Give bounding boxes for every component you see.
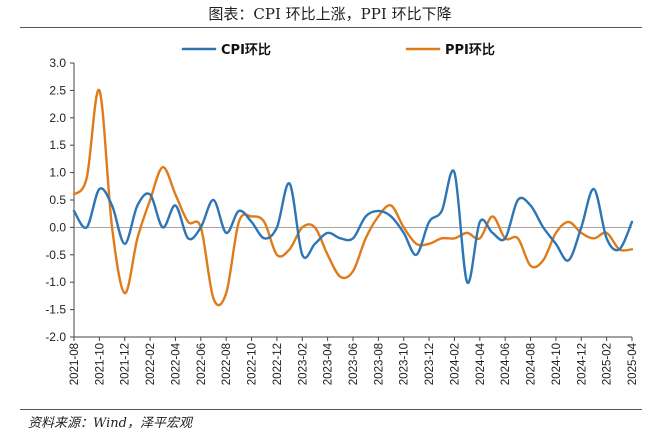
x-tick-label: 2024-06 <box>500 343 512 385</box>
y-tick-label: -1.5 <box>45 303 66 317</box>
chart-legend: CPI环比 PPI环比 <box>181 42 495 58</box>
y-tick-label: 0.5 <box>49 193 66 207</box>
x-tick-label: 2024-04 <box>475 342 487 385</box>
x-tick-label: 2023-06 <box>348 343 360 385</box>
ppi-series-line <box>72 88 634 307</box>
y-tick-label: -0.5 <box>45 248 66 262</box>
y-tick-label: 0.0 <box>49 220 66 234</box>
x-tick-label: 2022-04 <box>170 342 182 385</box>
x-tick-label: 2021-08 <box>69 343 81 385</box>
x-tick-label: 2023-10 <box>399 343 411 385</box>
cpi-series-line <box>72 169 634 284</box>
x-tick-label: 2024-10 <box>551 343 563 385</box>
x-tick-label: 2023-02 <box>297 343 309 385</box>
x-tick-label: 2021-10 <box>94 343 106 385</box>
y-tick-label: -1.0 <box>45 275 66 289</box>
x-tick-label: 2024-02 <box>449 343 461 385</box>
x-tick-label: 2022-12 <box>272 343 284 385</box>
y-tick-label: 2.0 <box>49 111 66 125</box>
x-tick-label: 2025-04 <box>627 342 639 385</box>
title-rule <box>20 27 642 28</box>
x-tick-label: 2022-06 <box>196 343 208 385</box>
x-tick-label: 2024-12 <box>576 343 588 385</box>
x-tick-label: 2024-08 <box>526 343 538 385</box>
chart-series <box>72 88 634 307</box>
y-tick-label: 2.5 <box>49 83 66 97</box>
chart-axes: 3.02.52.01.51.00.50.0-0.5-1.0-1.5-2.0202… <box>45 56 639 385</box>
source-note: 资料来源：Wind，泽平宏观 <box>28 416 192 431</box>
x-tick-label: 2022-08 <box>221 343 233 385</box>
x-tick-label: 2023-08 <box>373 343 385 385</box>
x-tick-label: 2021-12 <box>120 343 132 385</box>
y-tick-label: -2.0 <box>45 330 66 344</box>
source-rule <box>20 409 642 410</box>
x-tick-label: 2023-12 <box>424 343 436 385</box>
x-tick-label: 2023-04 <box>323 342 335 385</box>
x-tick-label: 2022-02 <box>145 343 157 385</box>
cpi-legend-label: CPI环比 <box>221 42 271 58</box>
x-tick-label: 2022-10 <box>247 343 259 385</box>
y-tick-label: 1.0 <box>49 166 66 180</box>
x-tick-label: 2025-02 <box>602 343 614 385</box>
ppi-legend-label: PPI环比 <box>445 42 495 58</box>
y-tick-label: 3.0 <box>49 56 66 70</box>
figure-title: 图表：CPI 环比上涨，PPI 环比下降 <box>208 5 452 23</box>
y-tick-label: 1.5 <box>49 138 66 152</box>
